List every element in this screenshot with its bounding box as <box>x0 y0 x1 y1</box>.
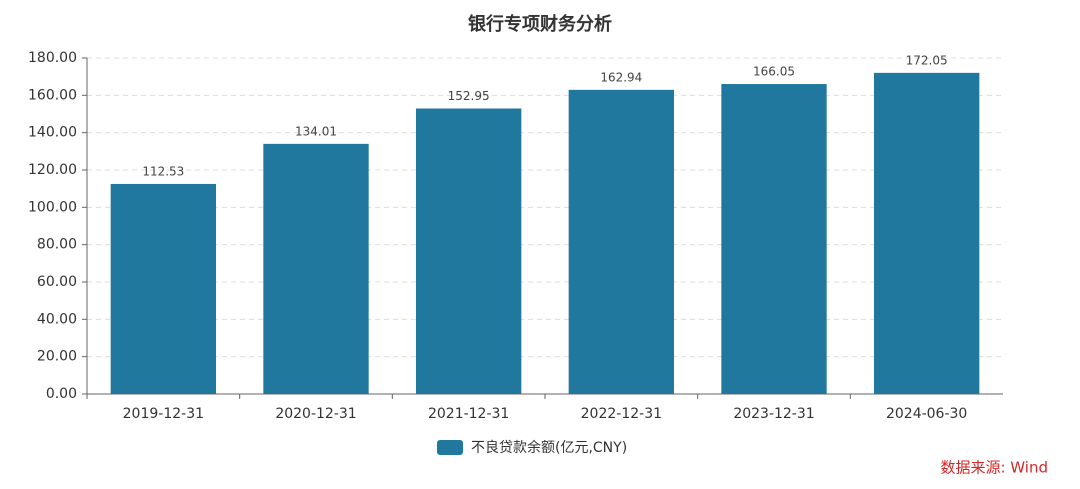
x-tick-label: 2023-12-31 <box>733 406 814 422</box>
value-label: 152.95 <box>448 89 490 103</box>
value-label: 166.05 <box>753 65 795 79</box>
value-label: 172.05 <box>906 53 948 67</box>
bar <box>415 108 522 394</box>
x-tick-label: 2021-12-31 <box>428 406 509 422</box>
y-tick-label: 120.00 <box>28 162 77 178</box>
y-tick-label: 40.00 <box>37 311 77 327</box>
value-label: 134.01 <box>295 124 337 138</box>
source-note: 数据来源: Wind <box>940 459 1048 477</box>
y-tick-label: 20.00 <box>37 349 77 365</box>
chart-title: 银行专项财务分析 <box>468 13 612 35</box>
bar <box>721 84 827 394</box>
y-tick-label: 160.00 <box>28 87 77 103</box>
bar <box>568 89 675 394</box>
x-tick-label: 2024-06-30 <box>886 406 967 422</box>
y-tick-label: 140.00 <box>28 125 77 141</box>
y-tick-label: 80.00 <box>37 237 77 253</box>
bar <box>110 183 217 394</box>
y-tick-label: 100.00 <box>28 199 77 215</box>
x-tick-label: 2022-12-31 <box>581 406 662 422</box>
y-tick-label: 0.00 <box>46 386 77 402</box>
value-label: 112.53 <box>142 164 184 178</box>
bar <box>873 72 980 394</box>
y-tick-label: 60.00 <box>37 274 77 290</box>
x-tick-label: 2019-12-31 <box>123 406 204 422</box>
legend-label: 不良贷款余额(亿元,CNY) <box>471 439 627 456</box>
bar <box>263 143 369 394</box>
y-tick-label: 180.00 <box>28 50 77 66</box>
x-tick-label: 2020-12-31 <box>275 406 356 422</box>
legend-swatch <box>437 440 463 455</box>
value-label: 162.94 <box>600 70 642 84</box>
